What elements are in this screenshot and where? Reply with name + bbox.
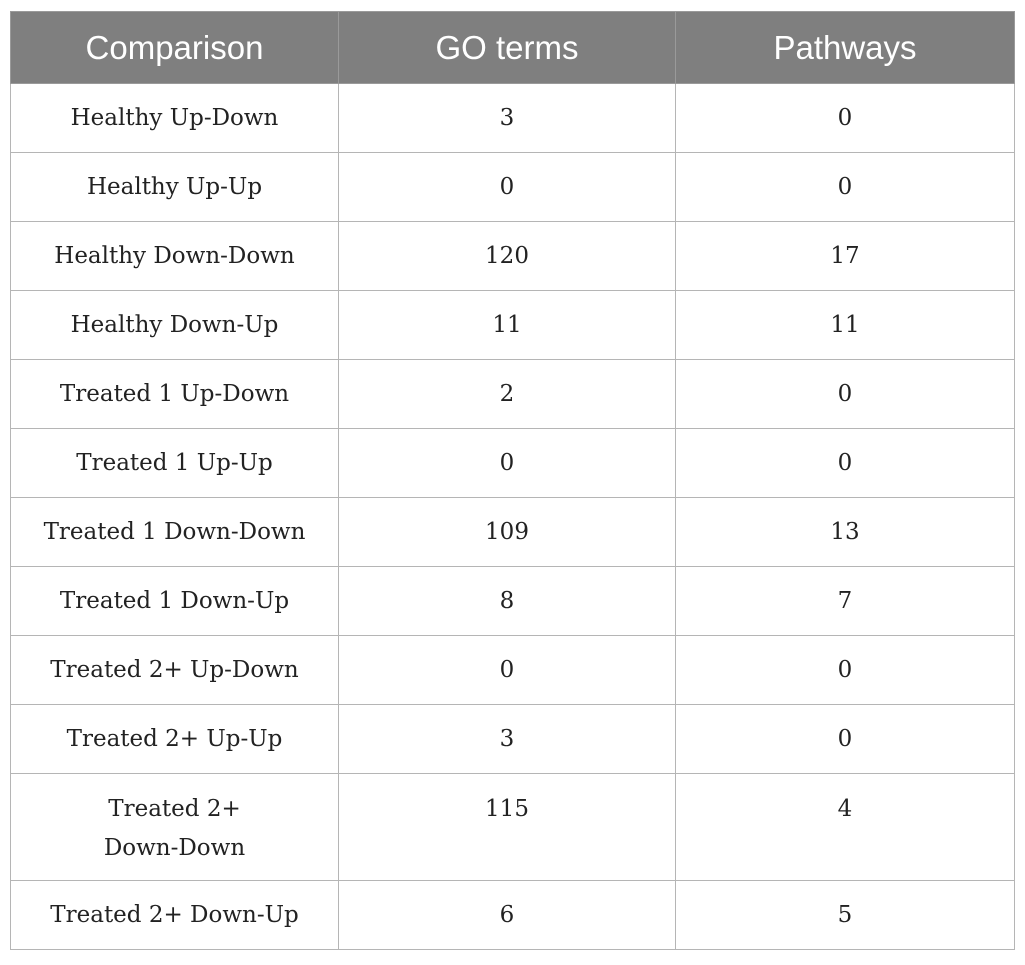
cell-go-terms: 2 [338, 359, 676, 429]
cell-comparison: Treated 1 Up-Down [10, 359, 339, 429]
table-row: Treated 1 Down-Up 8 7 [10, 566, 1015, 636]
cell-comparison-line1: Treated 2+ [108, 796, 241, 822]
table-header: Comparison GO terms Pathways [10, 11, 1015, 84]
cell-pathways: 5 [675, 880, 1015, 950]
cell-comparison-line2: Down-Down [103, 835, 246, 861]
cell-pathways: 4 [675, 773, 1015, 881]
cell-comparison: Healthy Down-Up [10, 290, 339, 360]
cell-comparison: Treated 1 Down-Down [10, 497, 339, 567]
table-row: Healthy Up-Up 0 0 [10, 152, 1015, 222]
table-body: Healthy Up-Down 3 0 Healthy Up-Up 0 0 He… [10, 83, 1015, 950]
cell-pathways: 13 [675, 497, 1015, 567]
header-go-terms: GO terms [338, 11, 676, 84]
cell-go-terms: 0 [338, 152, 676, 222]
table-row: Treated 2+ Down-Up 6 5 [10, 880, 1015, 950]
cell-pathways: 0 [675, 704, 1015, 774]
table-row: Healthy Down-Down 120 17 [10, 221, 1015, 291]
cell-comparison: Treated 2+ Up-Down [10, 635, 339, 705]
cell-go-terms: 8 [338, 566, 676, 636]
table-row: Treated 2+ Down-Down 115 4 [10, 773, 1015, 881]
cell-go-terms: 3 [338, 704, 676, 774]
cell-go-terms: 11 [338, 290, 676, 360]
cell-go-terms: 0 [338, 635, 676, 705]
cell-go-terms: 0 [338, 428, 676, 498]
cell-pathways: 17 [675, 221, 1015, 291]
cell-pathways: 0 [675, 152, 1015, 222]
cell-pathways: 0 [675, 83, 1015, 153]
table-row: Healthy Down-Up 11 11 [10, 290, 1015, 360]
cell-comparison: Treated 1 Down-Up [10, 566, 339, 636]
header-row: Comparison GO terms Pathways [10, 11, 1015, 84]
cell-pathways: 0 [675, 635, 1015, 705]
header-comparison: Comparison [10, 11, 339, 84]
cell-go-terms: 115 [338, 773, 676, 881]
cell-go-terms: 3 [338, 83, 676, 153]
cell-comparison: Treated 2+ Up-Up [10, 704, 339, 774]
data-table: Comparison GO terms Pathways Healthy Up-… [10, 11, 1015, 950]
table-row: Treated 2+ Up-Up 3 0 [10, 704, 1015, 774]
cell-comparison: Treated 2+ Down-Up [10, 880, 339, 950]
cell-pathways: 11 [675, 290, 1015, 360]
cell-comparison: Healthy Up-Down [10, 83, 339, 153]
cell-comparison: Treated 2+ Down-Down [10, 773, 339, 881]
cell-pathways: 0 [675, 428, 1015, 498]
header-pathways: Pathways [675, 11, 1015, 84]
cell-go-terms: 6 [338, 880, 676, 950]
cell-comparison: Treated 1 Up-Up [10, 428, 339, 498]
cell-pathways: 0 [675, 359, 1015, 429]
cell-pathways: 7 [675, 566, 1015, 636]
table-row: Treated 1 Down-Down 109 13 [10, 497, 1015, 567]
table-row: Treated 1 Up-Up 0 0 [10, 428, 1015, 498]
table-row: Treated 2+ Up-Down 0 0 [10, 635, 1015, 705]
cell-comparison: Healthy Down-Down [10, 221, 339, 291]
table-row: Treated 1 Up-Down 2 0 [10, 359, 1015, 429]
cell-comparison: Healthy Up-Up [10, 152, 339, 222]
cell-go-terms: 120 [338, 221, 676, 291]
table-row: Healthy Up-Down 3 0 [10, 83, 1015, 153]
cell-go-terms: 109 [338, 497, 676, 567]
